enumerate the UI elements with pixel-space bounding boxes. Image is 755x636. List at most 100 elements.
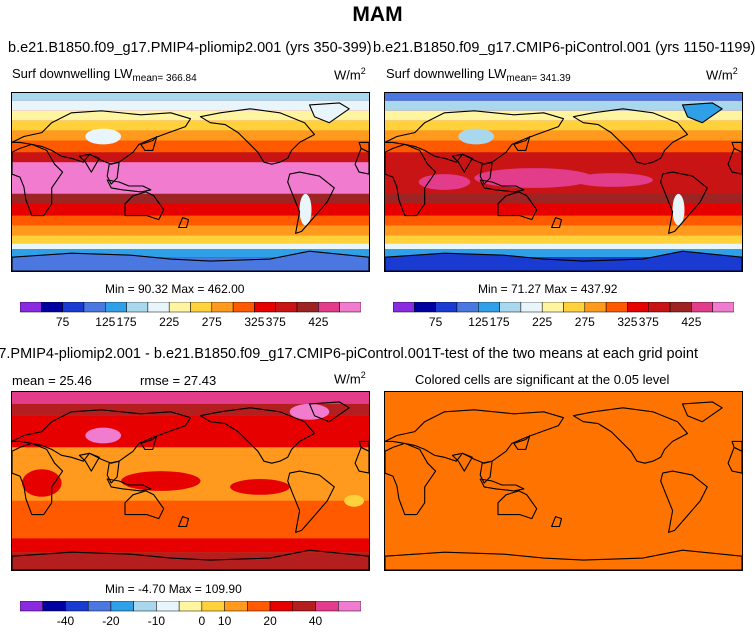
colorbar-tick-label: 325 [617, 315, 637, 329]
diff-peak-tibet [85, 427, 122, 444]
panel1-map [11, 92, 370, 272]
coastline-japan [140, 135, 158, 151]
coastline-greenland [681, 102, 723, 124]
colorbar-tick-label: 375 [639, 315, 659, 329]
band-south-high [12, 235, 369, 244]
colorbar-swatch [65, 600, 89, 612]
band-south-warm [385, 203, 742, 216]
coastline-antarctica [385, 250, 742, 271]
coastline-australia [497, 191, 538, 221]
panel1-min-max: Min = 90.32 Max = 462.00 [105, 282, 245, 296]
panel3-units: W/m2 [334, 370, 366, 387]
panel2-min-max: Min = 71.27 Max = 437.92 [478, 282, 618, 296]
colorbar-tick-label: 325 [244, 315, 264, 329]
colorbar-tick-label: 375 [266, 315, 286, 329]
colorbar-tick-label: 275 [575, 315, 595, 329]
diff-north-high [12, 403, 369, 416]
band-antarctic-edge [385, 249, 742, 258]
band-arctic [12, 100, 369, 111]
diff-warm-west-pacific [121, 471, 201, 491]
colorbar-tick-label: 20 [263, 614, 277, 628]
colorbar-swatch [435, 301, 458, 313]
coastline-eurasia-w [731, 141, 742, 153]
band-arctic-core [385, 93, 742, 101]
colorbar-swatch [178, 600, 203, 612]
panel4-map [384, 391, 743, 571]
coastline-s-america [660, 171, 708, 234]
coastline-n-america [199, 108, 316, 165]
panel1-units: W/m2 [334, 66, 366, 83]
coastline-antarctica [385, 549, 742, 570]
colorbar-swatch [296, 301, 319, 313]
coastline-india [451, 153, 473, 173]
colorbar-swatch [338, 600, 362, 612]
colorbar-swatch [247, 600, 271, 612]
diff-arctic [12, 392, 369, 404]
colorbar-panel1: 75 125 175 225 275 325 375 425 [19, 301, 362, 329]
coastline-india [451, 452, 473, 472]
coastline-eurasia [385, 110, 565, 165]
colorbar-swatch [224, 600, 248, 612]
coastline-africa [385, 442, 437, 516]
colorbar-swatch [62, 301, 85, 313]
coastline-eurasia-w [358, 440, 369, 452]
band-southern-ocean [385, 243, 742, 250]
band-north-sub [385, 130, 742, 141]
colorbar-panel2: 75 125 175 225 275 325 375 425 [392, 301, 735, 329]
colorbar-swatch [563, 301, 586, 313]
diff-low-atlantic [344, 494, 364, 507]
band-tropic-n [12, 152, 369, 163]
colorbar-swatch [126, 301, 149, 313]
diff-warm-africa [22, 469, 62, 497]
colorbar-swatch [669, 301, 692, 313]
coastline-nz [551, 217, 563, 229]
coastline-n-america [572, 108, 689, 165]
colorbar-tick-label: -10 [148, 614, 166, 628]
colorbar-swatch [110, 600, 134, 612]
band-south-mid [12, 225, 369, 236]
coastline-s-america [287, 171, 335, 234]
coastlines [12, 401, 369, 570]
colorbar-tick-label: 175 [490, 315, 510, 329]
panel1-variable: Surf downwelling LW [12, 66, 133, 81]
colorbar-swatch [133, 600, 157, 612]
panel2-units: W/m2 [706, 66, 738, 83]
panel2-mean: mean= 341.39 [506, 73, 571, 84]
colorbar-tick-label: 225 [532, 315, 552, 329]
coastlines [385, 401, 742, 570]
colorbar-swatch [156, 600, 180, 612]
panel3-colorbar: -40 -20 -10 0 10 20 40 [19, 600, 362, 629]
colorbar-tick-label: 75 [429, 315, 443, 329]
band-antarctic-edge [12, 249, 369, 258]
coastline-indonesia [479, 478, 525, 492]
panel3-mean: mean = 25.46 [12, 373, 92, 388]
colorbar-tick-label: -40 [57, 614, 75, 628]
coastline-eurasia-w [731, 440, 742, 452]
land-greenland [682, 102, 723, 123]
diff-north-sub [12, 447, 369, 456]
colorbar-tick-label: 175 [117, 315, 137, 329]
band-tropic-s [385, 193, 742, 204]
colorbar-swatch [190, 301, 213, 313]
coastline-eurasia [12, 110, 192, 165]
coastline-indonesia [106, 478, 152, 492]
band-tropic-n [385, 152, 742, 163]
colorbar-swatch [520, 301, 543, 313]
warm-pool-east [573, 173, 653, 187]
colorbar-swatch [254, 301, 277, 313]
colorbar-tick-label: -20 [102, 614, 120, 628]
colorbar-swatch [41, 301, 63, 313]
band-south-warm [12, 203, 369, 216]
panel4-note: Colored cells are significant at the 0.0… [415, 372, 670, 387]
colorbar-tick-label: 225 [159, 315, 179, 329]
colorbar-swatch [392, 301, 415, 313]
diff-peak-greenland [289, 403, 330, 420]
coastline-eurasia-w [358, 141, 369, 153]
land-antarctica [12, 251, 369, 271]
andes-cold [672, 193, 685, 226]
coastlines [385, 102, 742, 271]
band-south-sub [385, 215, 742, 226]
coastline-japan [513, 135, 531, 151]
colorbar-swatch [292, 600, 316, 612]
significant-cells [385, 392, 742, 570]
